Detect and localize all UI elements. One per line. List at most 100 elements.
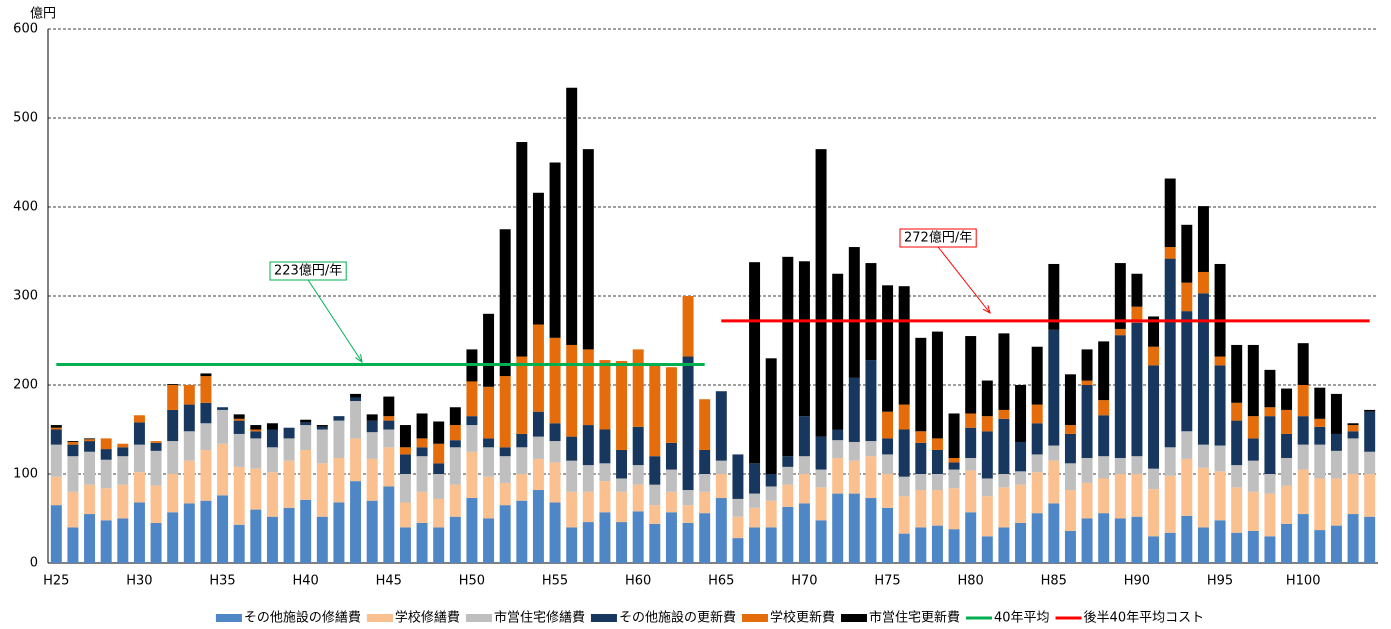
bar-segment — [1148, 365, 1160, 469]
bar-segment — [1031, 423, 1043, 455]
bar-segment — [1131, 474, 1143, 517]
bar-segment — [233, 414, 245, 419]
bar-segment — [1264, 493, 1276, 537]
bar-segment — [183, 460, 195, 504]
bar-segment — [266, 447, 278, 473]
bar-segment — [882, 285, 894, 412]
bar-segment — [499, 456, 511, 483]
bar-segment — [133, 415, 145, 423]
bar-segment — [632, 484, 644, 512]
bar-segment — [67, 491, 79, 528]
bar-segment — [1264, 416, 1276, 474]
bar-segment — [1214, 520, 1226, 563]
bar-segment — [898, 476, 910, 497]
bar-segment — [117, 456, 129, 485]
bar-segment — [832, 273, 844, 430]
bar-segment — [266, 516, 278, 563]
bar-segment — [366, 458, 378, 501]
bar-segment — [665, 469, 677, 492]
bar-segment — [499, 505, 511, 563]
bar-segment — [416, 413, 428, 439]
bar-segment — [582, 149, 594, 350]
bar-segment — [466, 498, 478, 563]
bar-segment — [715, 460, 727, 474]
bar-segment — [998, 333, 1010, 410]
bar-segment — [1214, 263, 1226, 357]
bar-segment — [798, 261, 810, 417]
bar-segment — [732, 538, 744, 563]
bar-segment — [516, 447, 528, 474]
y-tick-label: 600 — [13, 22, 38, 37]
bar-segment — [1330, 525, 1342, 563]
bar-segment — [1314, 478, 1326, 531]
bar-segment — [1314, 444, 1326, 479]
bar-segment — [1364, 516, 1376, 563]
bar-segment — [150, 450, 162, 486]
bar-segment — [433, 463, 445, 474]
bar-segment — [599, 463, 611, 482]
bar-segment — [632, 426, 644, 466]
bar-segment — [699, 449, 711, 474]
bar-segment — [1297, 385, 1309, 417]
bar-segment — [782, 506, 794, 563]
bar-segment — [582, 491, 594, 523]
bar-segment — [649, 456, 661, 485]
bar-segment — [316, 426, 328, 430]
bar-segment — [749, 527, 761, 563]
bar-segment — [798, 416, 810, 457]
bar-segment — [416, 447, 428, 457]
bar-segment — [1164, 247, 1176, 259]
x-tick-label: H55 — [542, 574, 568, 589]
bar-segment — [1231, 487, 1243, 533]
bar-segment — [1048, 329, 1060, 446]
bar-segment — [965, 413, 977, 428]
bar-segment — [1164, 447, 1176, 476]
bar-segment — [1197, 444, 1209, 468]
bar-segment — [599, 512, 611, 563]
bar-segment — [1148, 489, 1160, 537]
bar-segment — [516, 433, 528, 448]
bar-segment — [67, 441, 79, 442]
bar-segment — [183, 385, 195, 405]
bar-segment — [383, 486, 395, 563]
bar-segment — [715, 474, 727, 499]
bar-segment — [183, 404, 195, 432]
bar-segment — [931, 474, 943, 491]
bar-segment — [300, 425, 312, 450]
bar-segment — [1081, 349, 1093, 381]
bar-segment — [100, 520, 112, 563]
bar-segment — [948, 529, 960, 563]
bar-segment — [316, 463, 328, 517]
bar-segment — [732, 498, 744, 517]
bar-segment — [366, 432, 378, 459]
bar-segment — [616, 360, 628, 450]
bar-segment — [665, 367, 677, 443]
bar-segment — [1181, 515, 1193, 563]
bar-segment — [931, 438, 943, 450]
bar-segment — [1281, 433, 1293, 458]
bar-segment — [449, 484, 461, 517]
bar-segment — [383, 429, 395, 448]
bar-segment — [1098, 341, 1110, 401]
legend-swatch — [840, 614, 867, 622]
legend-label: 後半40年平均コスト — [1084, 611, 1205, 626]
bar-segment — [350, 481, 362, 563]
bar-segment — [1131, 306, 1143, 323]
bar-segment — [117, 447, 129, 457]
bar-segment — [1297, 469, 1309, 515]
bar-segment — [1347, 425, 1359, 432]
bar-segment — [749, 262, 761, 464]
bar-segment — [981, 496, 993, 537]
bar-segment — [665, 512, 677, 563]
bar-segment — [1064, 425, 1076, 434]
bar-segment — [283, 507, 295, 563]
bar-segment — [416, 438, 428, 448]
bar-segment — [1281, 485, 1293, 524]
bar-segment — [416, 522, 428, 563]
bar-segment — [616, 478, 628, 492]
bar-segment — [266, 472, 278, 517]
bar-segment — [1364, 474, 1376, 517]
arrow-head — [355, 354, 363, 364]
legend-swatch — [215, 614, 242, 622]
